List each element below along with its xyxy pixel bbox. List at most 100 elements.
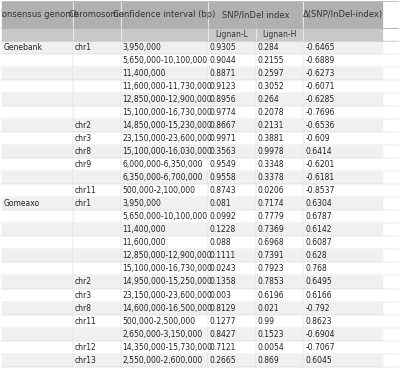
Text: 0.7779: 0.7779 xyxy=(258,212,284,221)
Text: 0.003: 0.003 xyxy=(210,290,232,300)
FancyBboxPatch shape xyxy=(303,119,383,132)
FancyBboxPatch shape xyxy=(73,54,120,67)
FancyBboxPatch shape xyxy=(120,54,208,67)
FancyBboxPatch shape xyxy=(120,93,208,106)
FancyBboxPatch shape xyxy=(73,80,120,93)
Text: 0.8427: 0.8427 xyxy=(210,330,236,339)
Text: 11,600,000: 11,600,000 xyxy=(122,238,166,248)
FancyBboxPatch shape xyxy=(73,328,120,341)
FancyBboxPatch shape xyxy=(73,93,120,106)
FancyBboxPatch shape xyxy=(303,145,383,158)
FancyBboxPatch shape xyxy=(1,28,73,41)
FancyBboxPatch shape xyxy=(256,289,303,302)
FancyBboxPatch shape xyxy=(73,210,120,223)
FancyBboxPatch shape xyxy=(256,184,303,197)
FancyBboxPatch shape xyxy=(208,132,256,145)
FancyBboxPatch shape xyxy=(256,145,303,158)
Text: -0.6071: -0.6071 xyxy=(305,82,335,91)
FancyBboxPatch shape xyxy=(256,236,303,249)
Text: -0.6285: -0.6285 xyxy=(305,95,334,104)
FancyBboxPatch shape xyxy=(256,314,303,328)
Text: 14,350,000-15,730,000: 14,350,000-15,730,000 xyxy=(122,343,212,352)
Text: 0.0206: 0.0206 xyxy=(258,186,284,195)
Text: Confidence interval (bp): Confidence interval (bp) xyxy=(113,10,216,19)
FancyBboxPatch shape xyxy=(256,210,303,223)
Text: 0.9305: 0.9305 xyxy=(210,43,237,52)
FancyBboxPatch shape xyxy=(256,197,303,210)
Text: 0.088: 0.088 xyxy=(210,238,232,248)
FancyBboxPatch shape xyxy=(120,184,208,197)
FancyBboxPatch shape xyxy=(73,67,120,80)
Text: 0.284: 0.284 xyxy=(258,43,279,52)
Text: 23,150,000-23,600,000: 23,150,000-23,600,000 xyxy=(122,134,212,143)
Text: 0.9123: 0.9123 xyxy=(210,82,236,91)
Text: chr3: chr3 xyxy=(75,134,92,143)
Text: chr2: chr2 xyxy=(75,278,92,286)
FancyBboxPatch shape xyxy=(1,210,73,223)
Text: 15,100,000-16,730,000: 15,100,000-16,730,000 xyxy=(122,265,212,273)
Text: 14,850,000-15,230,000: 14,850,000-15,230,000 xyxy=(122,121,212,130)
FancyBboxPatch shape xyxy=(1,41,73,54)
Text: 0.2078: 0.2078 xyxy=(258,108,284,117)
Text: -0.6536: -0.6536 xyxy=(305,121,335,130)
FancyBboxPatch shape xyxy=(256,158,303,171)
FancyBboxPatch shape xyxy=(1,289,73,302)
FancyBboxPatch shape xyxy=(1,341,73,354)
Text: 0.081: 0.081 xyxy=(210,199,232,208)
Text: 2,550,000-2,600,000: 2,550,000-2,600,000 xyxy=(122,356,203,365)
Text: 0.3052: 0.3052 xyxy=(258,82,284,91)
FancyBboxPatch shape xyxy=(73,354,120,367)
FancyBboxPatch shape xyxy=(1,223,73,236)
FancyBboxPatch shape xyxy=(120,223,208,236)
FancyBboxPatch shape xyxy=(256,328,303,341)
FancyBboxPatch shape xyxy=(256,171,303,184)
FancyBboxPatch shape xyxy=(1,119,73,132)
Text: 3,950,000: 3,950,000 xyxy=(122,199,162,208)
FancyBboxPatch shape xyxy=(120,262,208,276)
Text: chr3: chr3 xyxy=(75,290,92,300)
Text: 2,650,000-3,150,000: 2,650,000-3,150,000 xyxy=(122,330,203,339)
FancyBboxPatch shape xyxy=(208,93,256,106)
Text: 0.8129: 0.8129 xyxy=(210,303,236,313)
Text: 0.9549: 0.9549 xyxy=(210,160,237,169)
FancyBboxPatch shape xyxy=(73,262,120,276)
Text: 0.99: 0.99 xyxy=(258,317,274,326)
Text: -0.8537: -0.8537 xyxy=(305,186,335,195)
Text: 0.0992: 0.0992 xyxy=(210,212,236,221)
FancyBboxPatch shape xyxy=(120,341,208,354)
FancyBboxPatch shape xyxy=(1,54,73,67)
FancyBboxPatch shape xyxy=(1,171,73,184)
FancyBboxPatch shape xyxy=(73,28,120,41)
FancyBboxPatch shape xyxy=(120,171,208,184)
FancyBboxPatch shape xyxy=(208,276,256,289)
Text: 0.1111: 0.1111 xyxy=(210,251,236,260)
FancyBboxPatch shape xyxy=(73,276,120,289)
FancyBboxPatch shape xyxy=(73,106,120,119)
FancyBboxPatch shape xyxy=(256,28,303,41)
FancyBboxPatch shape xyxy=(1,328,73,341)
Text: 0.2155: 0.2155 xyxy=(258,56,284,65)
FancyBboxPatch shape xyxy=(303,249,383,262)
Text: 500,000-2,500,000: 500,000-2,500,000 xyxy=(122,317,196,326)
FancyBboxPatch shape xyxy=(120,328,208,341)
Text: 0.3378: 0.3378 xyxy=(258,173,284,182)
Text: Chromosome: Chromosome xyxy=(69,10,125,19)
FancyBboxPatch shape xyxy=(303,1,383,28)
Text: 0.6142: 0.6142 xyxy=(305,225,332,234)
Text: -0.6904: -0.6904 xyxy=(305,330,335,339)
Text: 0.3563: 0.3563 xyxy=(210,147,237,156)
Text: 0.628: 0.628 xyxy=(305,251,327,260)
FancyBboxPatch shape xyxy=(208,328,256,341)
FancyBboxPatch shape xyxy=(120,106,208,119)
Text: 500,000-2,100,000: 500,000-2,100,000 xyxy=(122,186,196,195)
FancyBboxPatch shape xyxy=(120,158,208,171)
FancyBboxPatch shape xyxy=(256,106,303,119)
FancyBboxPatch shape xyxy=(73,119,120,132)
FancyBboxPatch shape xyxy=(256,54,303,67)
FancyBboxPatch shape xyxy=(1,276,73,289)
FancyBboxPatch shape xyxy=(120,80,208,93)
FancyBboxPatch shape xyxy=(73,171,120,184)
FancyBboxPatch shape xyxy=(256,41,303,54)
Text: 6,000,000-6,350,000: 6,000,000-6,350,000 xyxy=(122,160,203,169)
FancyBboxPatch shape xyxy=(303,262,383,276)
